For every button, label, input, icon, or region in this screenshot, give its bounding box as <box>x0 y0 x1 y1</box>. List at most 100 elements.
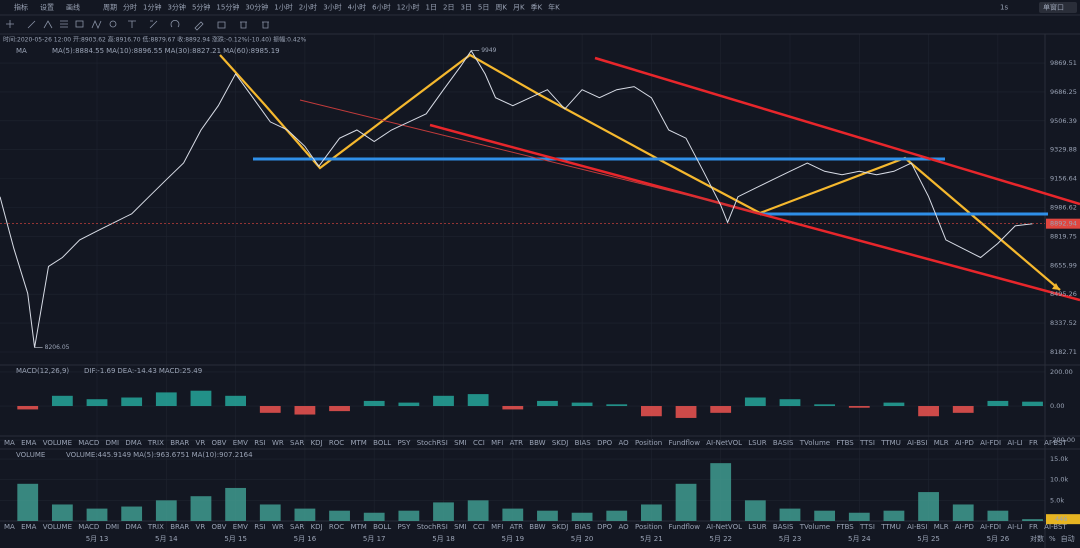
indicator-tab[interactable]: TRIX <box>147 523 164 531</box>
indicator-tab[interactable]: Fundflow <box>669 523 701 531</box>
indicator-tab[interactable]: SKDJ <box>552 523 569 531</box>
line-tool[interactable] <box>27 20 36 29</box>
indicator-tab[interactable]: WR <box>272 523 284 531</box>
indicator-tab[interactable]: VR <box>196 439 206 447</box>
indicator-tab[interactable]: RSI <box>254 523 265 531</box>
indicator-tab[interactable]: StochRSI <box>417 523 448 531</box>
indicator-tab[interactable]: AI-BST <box>1044 523 1067 531</box>
period-button[interactable]: 5日 <box>478 4 489 12</box>
period-button[interactable]: 2小时 <box>299 3 317 12</box>
indicator-tab[interactable]: LSUR <box>748 439 766 447</box>
indicator-tab[interactable]: MACD <box>78 523 99 531</box>
axis-option[interactable]: % <box>1049 535 1056 543</box>
toolbar-button[interactable]: 设置 <box>40 3 54 12</box>
indicator-tab[interactable]: AO <box>618 439 629 447</box>
indicator-tab[interactable]: ROC <box>329 439 344 447</box>
indicator-tab[interactable]: Position <box>635 439 662 447</box>
indicator-tab[interactable]: FTBS <box>836 439 854 447</box>
magnet-tool[interactable] <box>170 19 180 28</box>
period-button[interactable]: 2日 <box>443 4 454 12</box>
indicator-tab[interactable]: AI-BSI <box>907 523 927 531</box>
ray-tool[interactable] <box>149 20 158 29</box>
indicator-tab[interactable]: Fundflow <box>669 439 701 447</box>
period-button[interactable]: 15分钟 <box>216 3 239 12</box>
indicator-tab[interactable]: AI-LI <box>1007 439 1022 447</box>
indicator-tab[interactable]: MTM <box>350 439 366 447</box>
crosshair-tool[interactable] <box>6 20 14 28</box>
indicator-tab[interactable]: TTSI <box>859 523 875 531</box>
delete-tool[interactable] <box>240 21 247 29</box>
brush-tool[interactable] <box>194 21 204 31</box>
period-button[interactable]: 年K <box>548 3 560 12</box>
indicator-tab[interactable]: DPO <box>597 523 613 531</box>
indicator-tab[interactable]: BIAS <box>575 523 592 531</box>
indicator-tab[interactable]: AI-BSI <box>907 439 927 447</box>
period-button[interactable]: 3分钟 <box>167 3 185 12</box>
indicator-tab[interactable]: KDJ <box>311 439 323 447</box>
pattern-tool[interactable] <box>91 19 102 30</box>
period-button[interactable]: 1日 <box>426 4 437 12</box>
period-button[interactable]: 3日 <box>460 4 471 12</box>
indicator-tab[interactable]: FR <box>1029 439 1038 447</box>
indicator-tab[interactable]: OBV <box>212 439 227 447</box>
period-button[interactable]: 分时 <box>123 3 137 12</box>
indicator-tab[interactable]: MA <box>4 523 15 531</box>
indicator-tab[interactable]: FTBS <box>836 523 854 531</box>
indicator-tab[interactable]: DMI <box>106 439 120 447</box>
indicator-tab[interactable]: TVolume <box>799 523 830 531</box>
period-button[interactable]: 4小时 <box>348 3 366 12</box>
indicator-tab[interactable]: WR <box>272 439 284 447</box>
indicator-tab[interactable]: BIAS <box>575 439 592 447</box>
indicator-tab[interactable]: SAR <box>290 523 304 531</box>
text-tool[interactable] <box>128 20 136 28</box>
indicator-tab[interactable]: VOLUME <box>43 523 72 531</box>
speed-label[interactable]: 1s <box>1000 4 1008 12</box>
window-select-bg[interactable] <box>1039 2 1077 13</box>
indicator-tab[interactable]: RSI <box>254 439 265 447</box>
indicator-tab[interactable]: MTM <box>350 523 366 531</box>
indicator-tab[interactable]: AI-NetVOL <box>706 439 742 447</box>
indicator-tab[interactable]: VR <box>196 523 206 531</box>
indicator-tab[interactable]: TVolume <box>799 439 830 447</box>
indicator-tab[interactable]: TTMU <box>880 439 901 447</box>
indicator-tab[interactable]: MACD <box>78 439 99 447</box>
indicator-tab[interactable]: ATR <box>510 523 524 531</box>
indicator-tab[interactable]: AI-NetVOL <box>706 523 742 531</box>
indicator-tab[interactable]: MFI <box>491 439 503 447</box>
indicator-tab[interactable]: DMI <box>106 523 120 531</box>
indicator-tab[interactable]: AI-LI <box>1007 523 1022 531</box>
indicator-tab[interactable]: MLR <box>934 439 949 447</box>
indicator-tab[interactable]: PSY <box>397 523 411 531</box>
indicator-tab[interactable]: MLR <box>934 523 949 531</box>
indicator-tab[interactable]: AI-BST <box>1044 439 1067 447</box>
indicator-tab[interactable]: SMI <box>454 439 467 447</box>
indicator-tab[interactable]: FR <box>1029 523 1038 531</box>
period-button[interactable]: 季K <box>531 3 543 12</box>
indicator-tab[interactable]: TTMU <box>880 523 901 531</box>
indicator-tab[interactable]: PSY <box>397 439 411 447</box>
indicator-tab[interactable]: MFI <box>491 523 503 531</box>
indicator-tab[interactable]: DMA <box>125 523 141 531</box>
indicator-tab[interactable]: AI-FDI <box>980 439 1001 447</box>
indicator-tab[interactable]: TRIX <box>147 439 164 447</box>
period-button[interactable]: 月K <box>513 4 525 12</box>
axis-option[interactable]: 对数 <box>1030 534 1044 543</box>
indicator-tab[interactable]: EMA <box>21 523 36 531</box>
indicator-tab[interactable]: BOLL <box>373 523 391 531</box>
indicator-tab[interactable]: AI-FDI <box>980 523 1001 531</box>
indicator-tab[interactable]: AI-PD <box>955 439 974 447</box>
indicator-tab[interactable]: Position <box>635 523 662 531</box>
trend-tool[interactable] <box>43 20 53 29</box>
indicator-tab[interactable]: KDJ <box>311 523 323 531</box>
clear-tool[interactable] <box>262 21 269 29</box>
period-button[interactable]: 1小时 <box>274 3 292 12</box>
period-button[interactable]: 周K <box>495 4 507 12</box>
indicator-tab[interactable]: ROC <box>329 523 344 531</box>
toolbar-button[interactable]: 画线 <box>66 3 80 12</box>
indicator-tab[interactable]: OBV <box>212 523 227 531</box>
draw-tools[interactable] <box>6 19 269 31</box>
window-select[interactable]: 单窗口 <box>1043 3 1064 12</box>
period-button[interactable]: 6小时 <box>372 3 390 12</box>
rect-tool[interactable] <box>75 20 84 28</box>
indicator-tab[interactable]: TTSI <box>859 439 875 447</box>
